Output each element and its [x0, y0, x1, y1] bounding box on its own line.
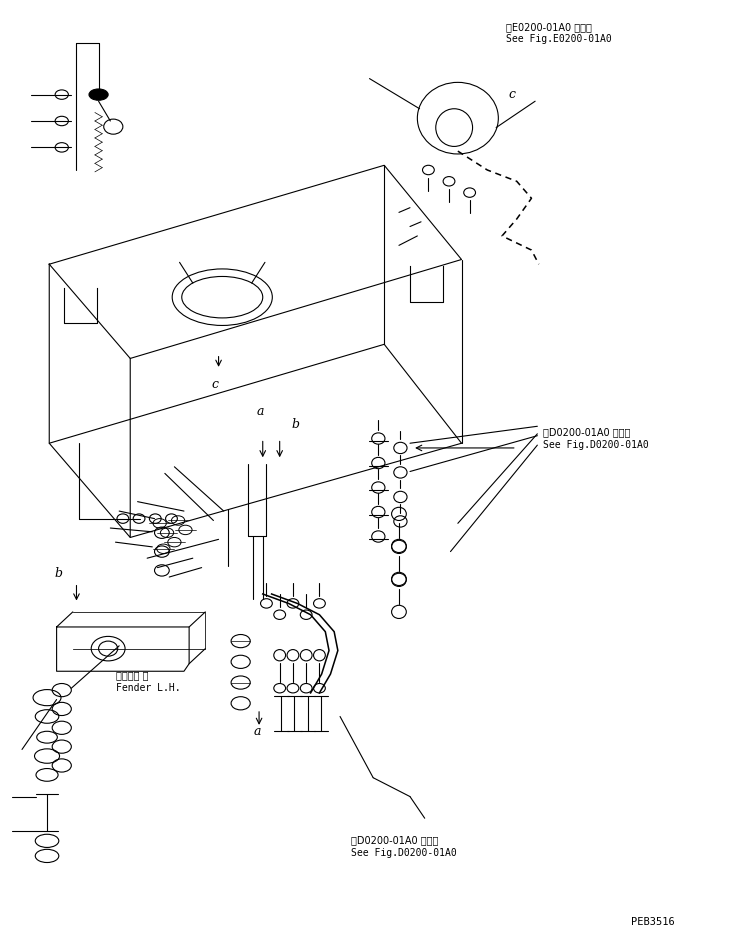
Text: b: b — [55, 566, 63, 579]
Text: PEB3516: PEB3516 — [631, 917, 675, 926]
Text: c: c — [508, 88, 515, 101]
Text: a: a — [253, 724, 262, 737]
Text: See Fig.D0200-01A0: See Fig.D0200-01A0 — [542, 439, 648, 449]
Ellipse shape — [89, 90, 108, 101]
Text: c: c — [211, 378, 219, 391]
Text: Fender L.H.: Fender L.H. — [115, 682, 180, 692]
Text: See Fig.E0200-01A0: See Fig.E0200-01A0 — [505, 34, 611, 44]
Text: 第E0200-01A0 図参照: 第E0200-01A0 図参照 — [505, 22, 592, 32]
Text: 第D0200-01A0 図参照: 第D0200-01A0 図参照 — [542, 427, 630, 437]
Text: フェンダ 左: フェンダ 左 — [115, 669, 148, 680]
Text: See Fig.D0200-01A0: See Fig.D0200-01A0 — [351, 847, 457, 856]
Text: b: b — [292, 417, 300, 430]
Text: a: a — [256, 404, 265, 417]
Text: 第D0200-01A0 図参照: 第D0200-01A0 図参照 — [351, 834, 438, 844]
